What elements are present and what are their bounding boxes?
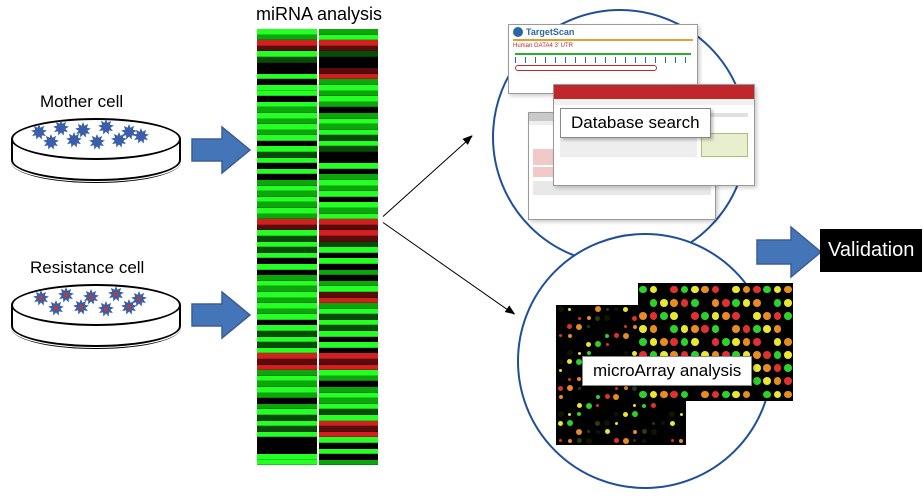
microarray-label: microArray analysis xyxy=(582,356,752,386)
mirna-title: miRNA analysis xyxy=(256,4,382,25)
mother-cell-dish xyxy=(11,118,181,178)
resistance-cell-dish xyxy=(11,284,181,344)
arrow-to-validation xyxy=(755,225,825,279)
mother-cell-label: Mother cell xyxy=(40,92,123,112)
arrow-mother-to-heatmap xyxy=(190,125,252,175)
validation-box: Validation xyxy=(820,229,922,272)
database-search-label: Database search xyxy=(560,108,711,138)
resistance-cell-label: Resistance cell xyxy=(30,258,144,278)
arrow-resistance-to-heatmap xyxy=(190,290,252,340)
targetscan-logo-text: TargetScan xyxy=(526,27,574,37)
arrow-heatmap-to-database xyxy=(383,136,473,217)
arrow-heatmap-to-microarray xyxy=(383,222,515,315)
mirna-heatmap xyxy=(257,29,378,465)
